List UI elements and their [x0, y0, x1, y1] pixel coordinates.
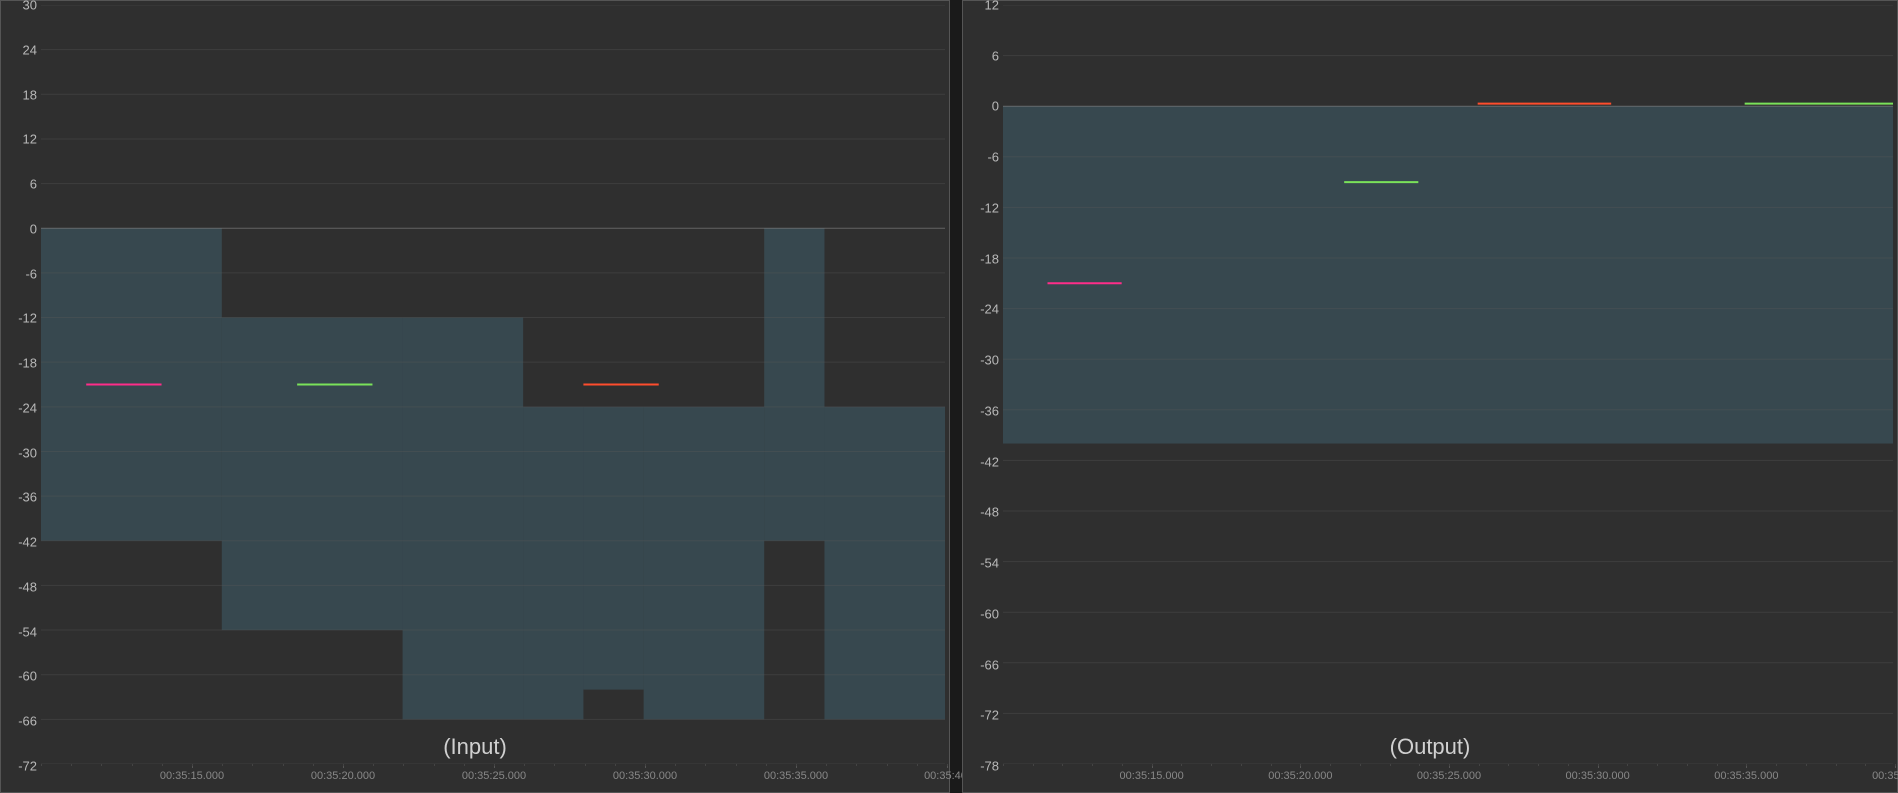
y-axis-left: 3024181260-6-12-18-24-30-36-42-48-54-60-… — [1, 5, 41, 764]
level-range-block — [644, 407, 765, 720]
y-tick-label: 0 — [992, 99, 999, 114]
y-tick-label: -24 — [18, 400, 37, 415]
x-tick-label: 00:35:30.000 — [613, 770, 677, 782]
y-tick-label: 6 — [30, 177, 37, 192]
x-axis-right: 00:35:15.000 00:35:20.000 00:35:25.000 00:3… — [1003, 764, 1893, 792]
y-tick-label: -48 — [18, 579, 37, 594]
y-tick-label: 0 — [30, 221, 37, 236]
y-tick-label: 18 — [23, 87, 37, 102]
y-tick-label: -42 — [18, 535, 37, 550]
y-tick-label: -42 — [980, 454, 999, 469]
y-tick-label: -6 — [987, 150, 999, 165]
level-range-block — [824, 407, 945, 720]
plot-area-right[interactable] — [1003, 5, 1893, 764]
x-tick-label: 00:35:25.000 — [1417, 770, 1481, 782]
y-tick-label: 30 — [23, 0, 37, 13]
y-tick-label: -54 — [18, 624, 37, 639]
y-tick-label: 6 — [992, 48, 999, 63]
y-axis-right: 1260-6-12-18-24-30-36-42-48-54-60-66-72-… — [963, 5, 1003, 764]
input-level-panel: 30 24 18 12 6 0 -6 -12 -18 -24 -30 -36 -42 -48 -54 -60 -… — [0, 0, 950, 793]
level-range-block — [583, 407, 643, 690]
x-tick-label: 00:35:15.000 — [160, 770, 224, 782]
x-tick-label: 00:35:20.000 — [311, 770, 375, 782]
y-tick-label: -60 — [18, 669, 37, 684]
level-range-block — [523, 407, 583, 720]
y-tick-label: -48 — [980, 505, 999, 520]
plot-area-left[interactable] — [41, 5, 945, 764]
y-tick-label: -18 — [980, 251, 999, 266]
x-tick-label: 00:35:35.000 — [764, 770, 828, 782]
y-tick-label: -60 — [980, 606, 999, 621]
y-tick-label: -78 — [980, 759, 999, 774]
x-tick-label: 00:35:25.000 — [462, 770, 526, 782]
level-range-block — [222, 318, 403, 631]
x-axis-left: 00:35:15.000 00:35:20.000 00:35:25.000 00:3… — [41, 764, 945, 792]
x-tick-label: 00:35:15.000 — [1120, 770, 1184, 782]
y-tick-label: -36 — [980, 403, 999, 418]
level-range-block — [403, 318, 524, 720]
y-tick-label: -54 — [980, 556, 999, 571]
y-tick-label: -30 — [18, 445, 37, 460]
y-tick-label: -66 — [18, 714, 37, 729]
y-tick-label: -24 — [980, 302, 999, 317]
y-tick-label: -12 — [18, 311, 37, 326]
level-range-block — [764, 228, 824, 541]
x-tick-label: 00:35:40. — [1872, 770, 1898, 782]
y-tick-label: -12 — [980, 200, 999, 215]
y-tick-label: -72 — [980, 708, 999, 723]
y-tick-label: -72 — [18, 759, 37, 774]
y-tick-label: 24 — [23, 42, 37, 57]
y-tick-label: -36 — [18, 490, 37, 505]
output-level-panel: 12 6 0 -6 -12 -18 -24 -30 -36 -42 -48 -54 -60 -66 -72 -… — [962, 0, 1898, 793]
y-tick-label: 12 — [985, 0, 999, 13]
y-tick-label: 12 — [23, 132, 37, 147]
x-tick-label: 00:35:30.000 — [1566, 770, 1630, 782]
x-tick-label: 00:35:35.000 — [1714, 770, 1778, 782]
y-tick-label: -30 — [980, 353, 999, 368]
y-tick-label: -66 — [980, 657, 999, 672]
x-tick-label: 00:35:20.000 — [1268, 770, 1332, 782]
y-tick-label: -6 — [25, 266, 37, 281]
y-tick-label: -18 — [18, 356, 37, 371]
